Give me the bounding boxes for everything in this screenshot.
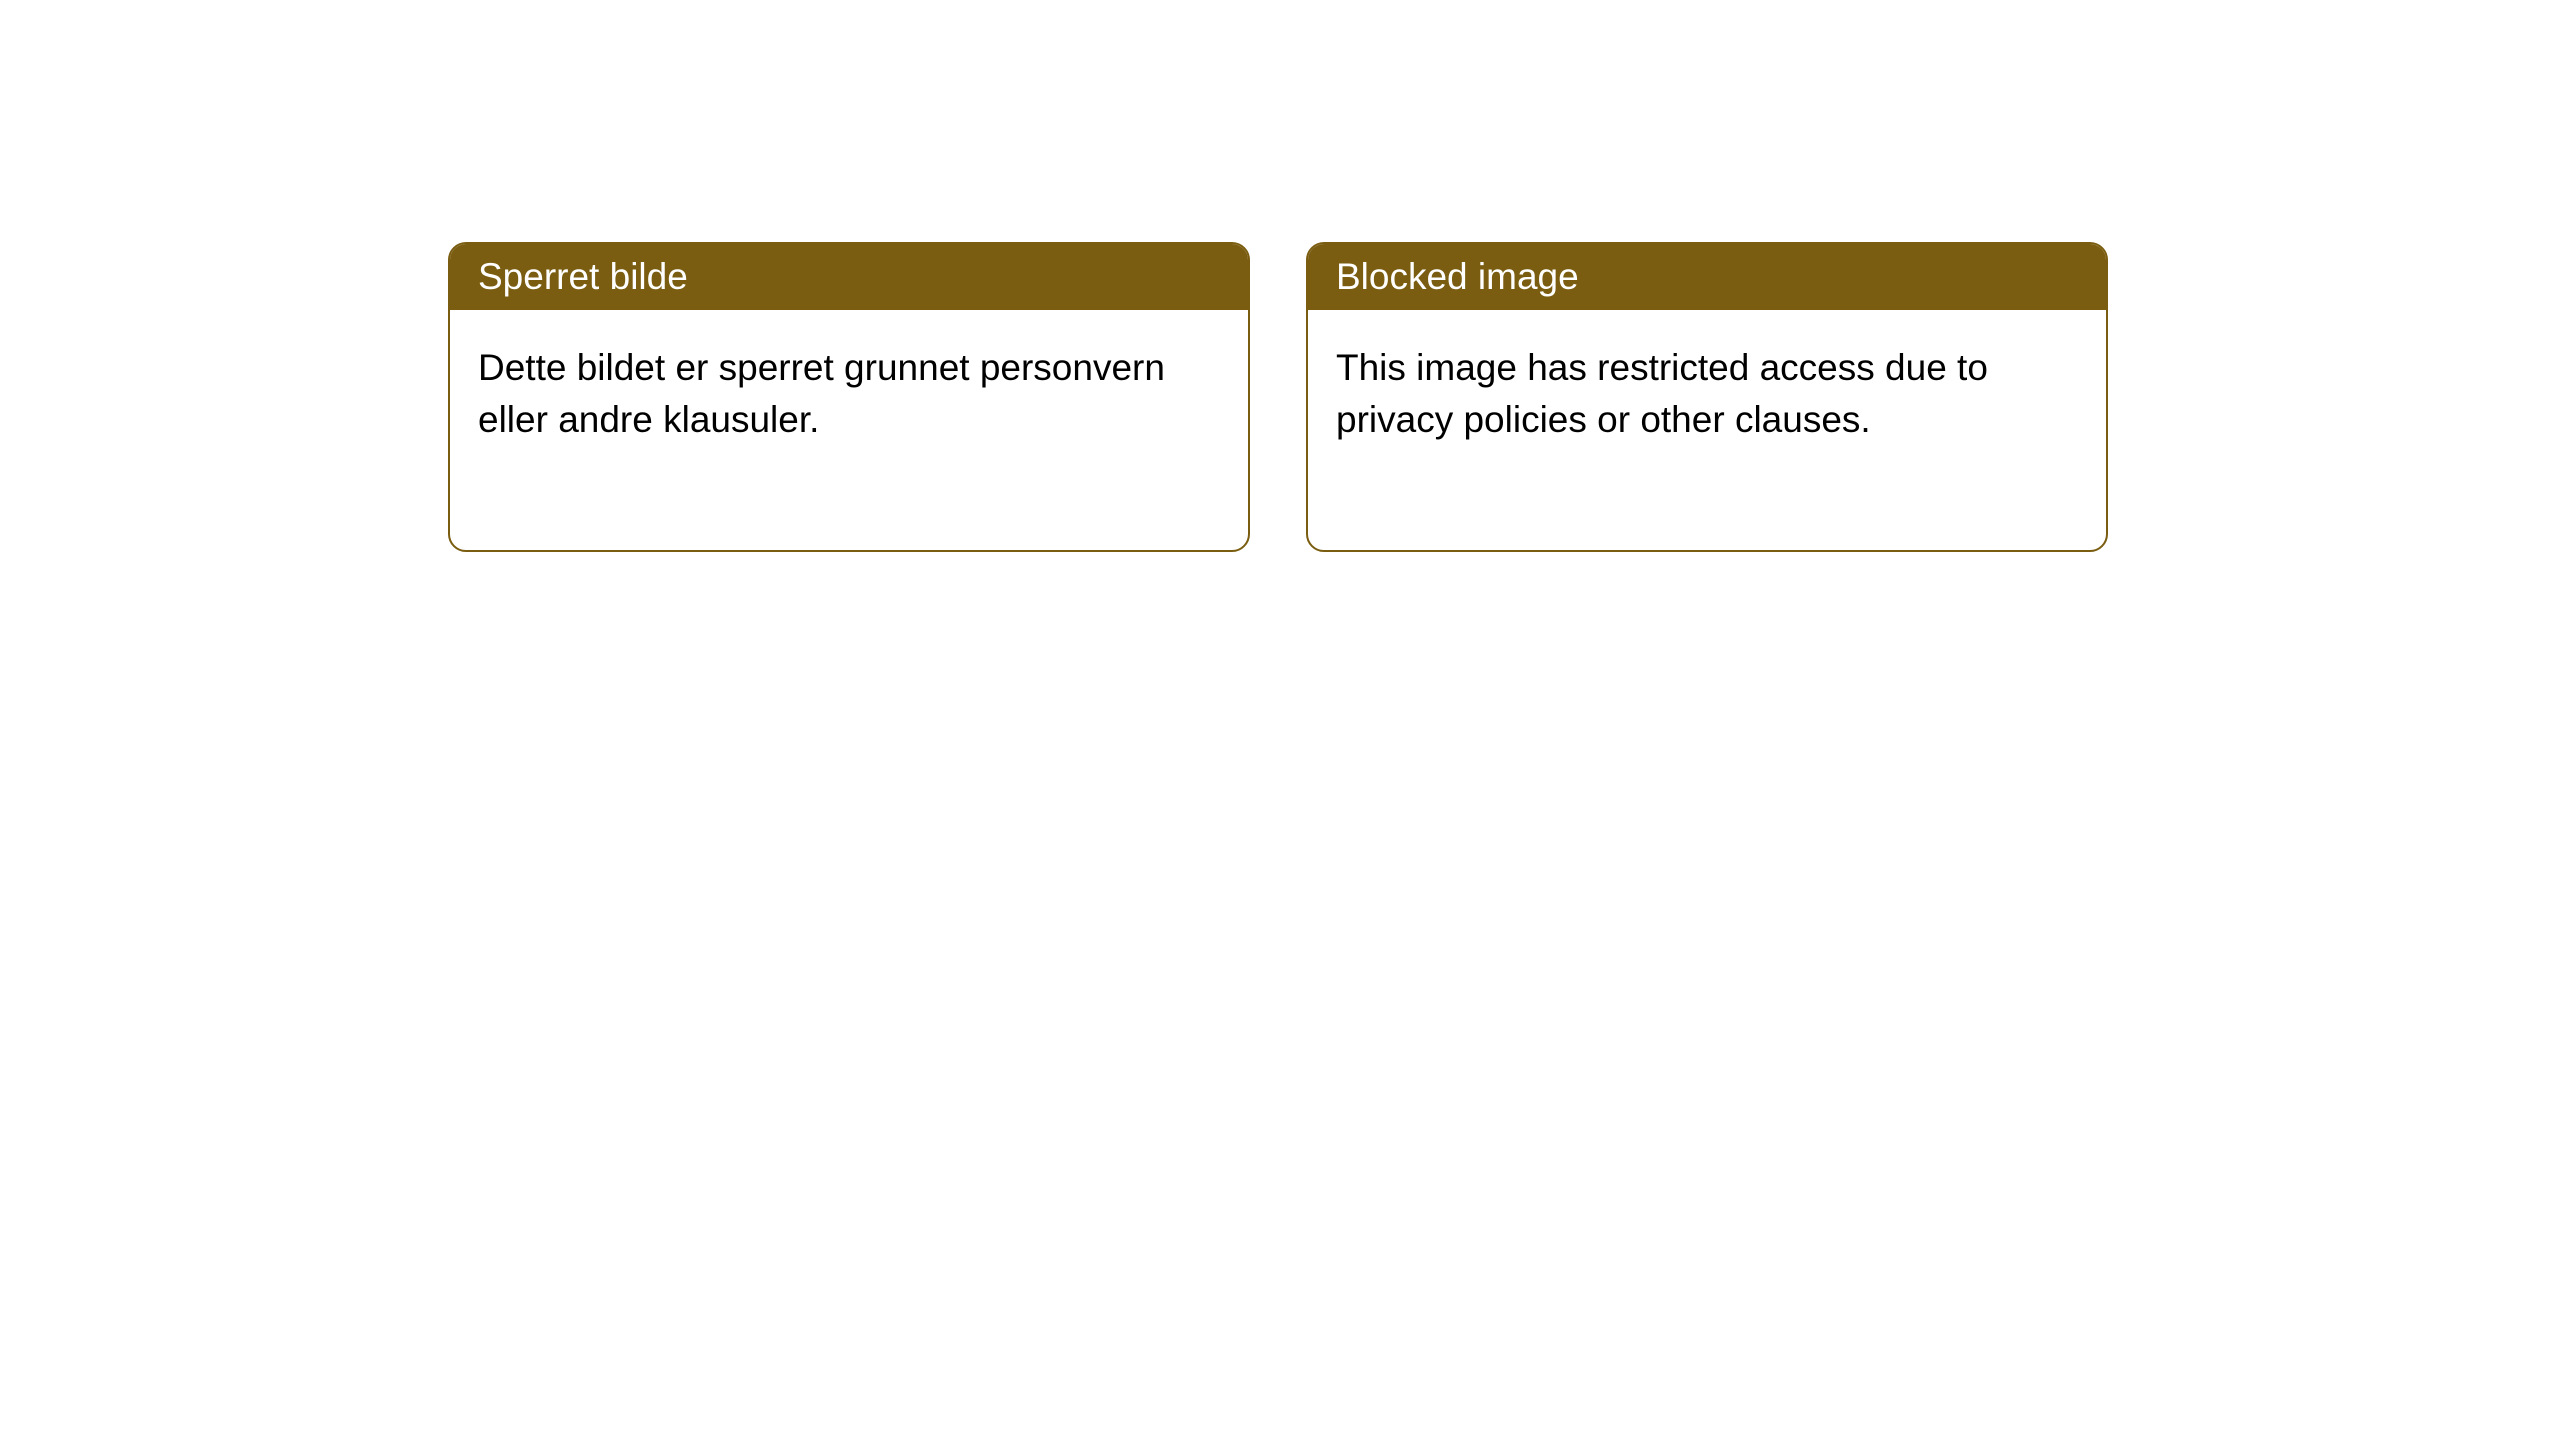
notice-header-text: Blocked image bbox=[1336, 256, 1579, 297]
notice-card-norwegian: Sperret bilde Dette bildet er sperret gr… bbox=[448, 242, 1250, 552]
notice-body-text: Dette bildet er sperret grunnet personve… bbox=[478, 347, 1165, 440]
notice-header-text: Sperret bilde bbox=[478, 256, 688, 297]
notice-container: Sperret bilde Dette bildet er sperret gr… bbox=[0, 0, 2560, 552]
notice-card-english: Blocked image This image has restricted … bbox=[1306, 242, 2108, 552]
notice-body-text: This image has restricted access due to … bbox=[1336, 347, 1988, 440]
notice-header: Blocked image bbox=[1308, 244, 2106, 310]
notice-body: Dette bildet er sperret grunnet personve… bbox=[450, 310, 1248, 550]
notice-body: This image has restricted access due to … bbox=[1308, 310, 2106, 550]
notice-header: Sperret bilde bbox=[450, 244, 1248, 310]
